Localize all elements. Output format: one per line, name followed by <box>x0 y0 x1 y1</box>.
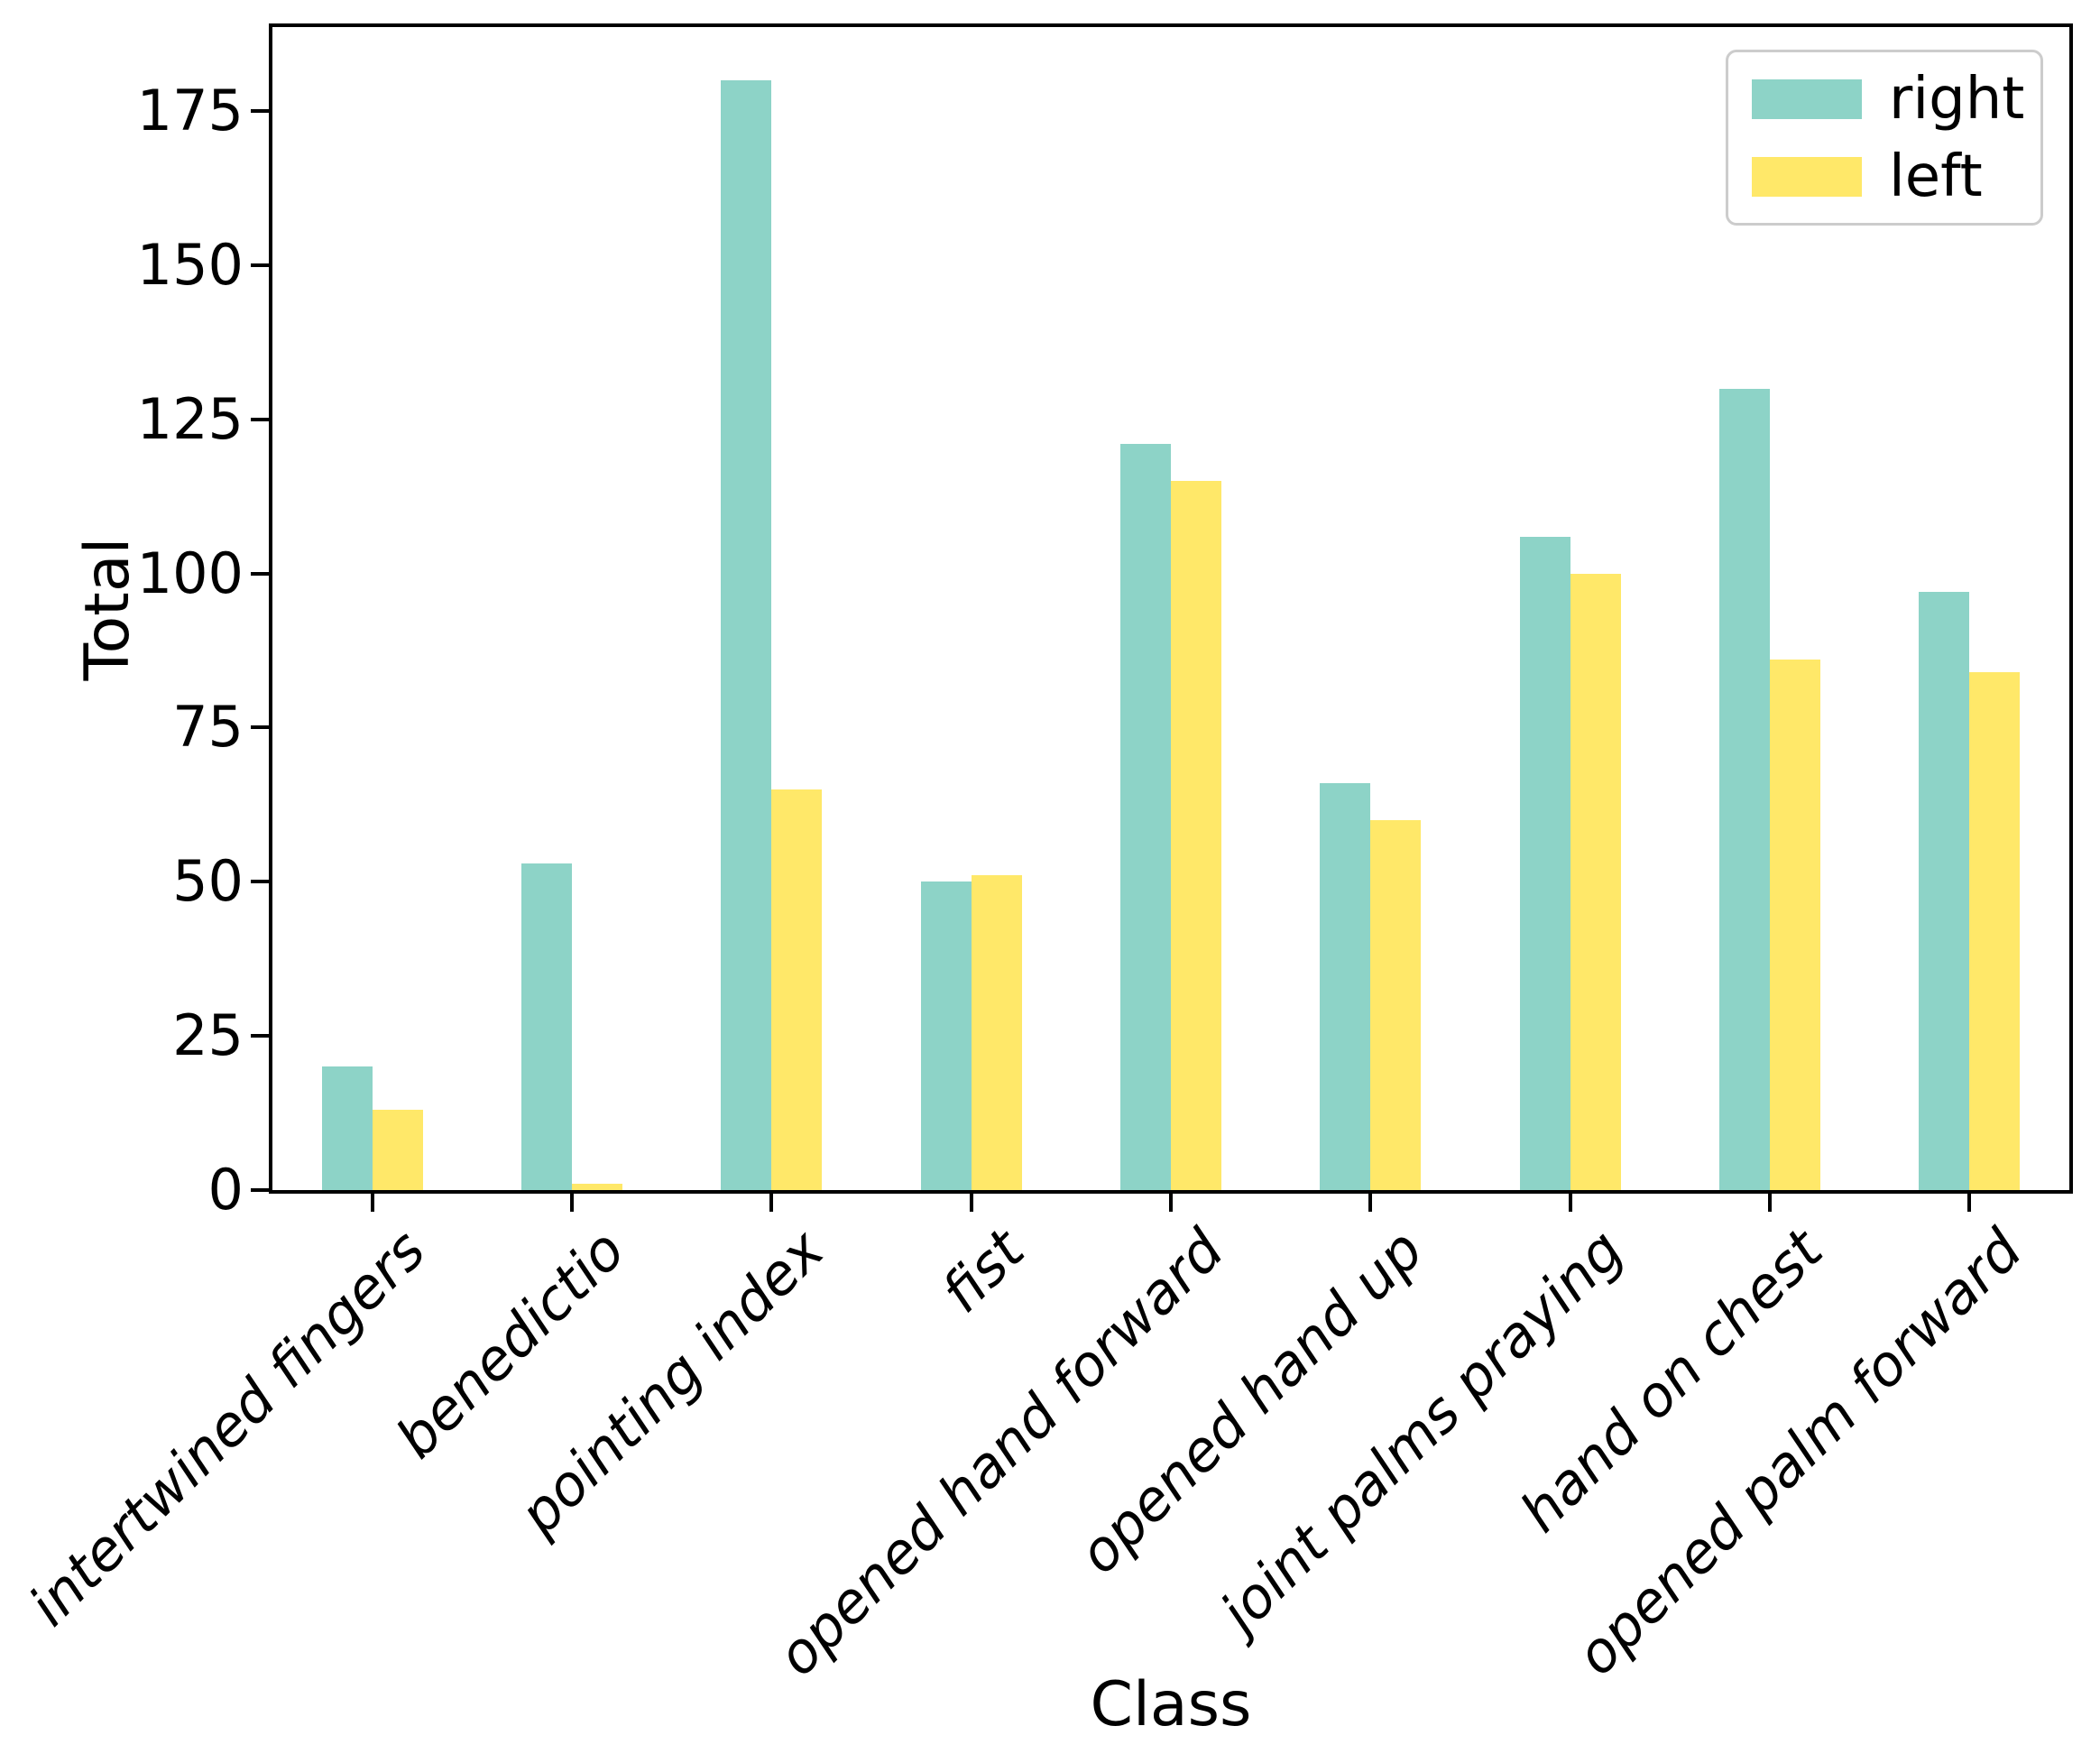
legend-label: right <box>1889 65 2025 133</box>
y-tick-mark <box>251 571 269 576</box>
bar-right <box>321 1066 373 1190</box>
bar-right <box>1120 444 1171 1190</box>
bar-right <box>1519 536 1570 1190</box>
bar-left <box>971 875 1022 1190</box>
y-tick-mark <box>251 108 269 113</box>
legend-swatch-right <box>1752 78 1862 119</box>
bar-left <box>372 1110 423 1190</box>
bar-left <box>1570 573 1621 1190</box>
bar-right <box>721 79 772 1190</box>
bar-left <box>1770 660 1820 1190</box>
y-tick-mark <box>251 417 269 421</box>
x-tick-mark <box>1768 1194 1772 1212</box>
y-tick-label: 125 <box>136 385 244 452</box>
bar-left <box>1171 481 1221 1190</box>
x-tick-mark <box>370 1194 374 1212</box>
y-tick-label: 150 <box>136 231 244 298</box>
x-tick-mark <box>1568 1194 1572 1212</box>
legend-row: left <box>1752 148 2040 206</box>
y-tick-mark <box>251 1188 269 1192</box>
y-tick-label: 175 <box>136 77 244 143</box>
bar-left <box>1969 671 2021 1190</box>
bar-right <box>1719 388 1770 1190</box>
y-tick-mark <box>251 725 269 730</box>
x-tick-mark <box>969 1194 973 1212</box>
y-tick-label: 50 <box>172 848 244 915</box>
bar-left <box>1370 819 1422 1190</box>
bar-right <box>1320 782 1371 1190</box>
y-tick-label: 100 <box>136 540 244 606</box>
x-tick-mark <box>1967 1194 1972 1212</box>
x-axis-title: Class <box>1090 1669 1252 1740</box>
x-tick-mark <box>570 1194 574 1212</box>
x-tick-mark <box>1368 1194 1373 1212</box>
bar-right <box>1919 592 1970 1190</box>
bar-right <box>920 882 972 1190</box>
bar-right <box>521 863 572 1190</box>
y-tick-mark <box>251 1034 269 1038</box>
legend-swatch-left <box>1752 156 1862 197</box>
bar-left <box>572 1184 622 1190</box>
y-tick-label: 25 <box>172 1002 244 1069</box>
y-tick-label: 75 <box>172 694 244 761</box>
x-tick-mark <box>769 1194 774 1212</box>
y-tick-mark <box>251 880 269 884</box>
y-tick-mark <box>251 263 269 267</box>
bar-left <box>771 789 823 1190</box>
legend-label: left <box>1889 143 1983 210</box>
legend: right left <box>1726 50 2043 226</box>
y-tick-label: 0 <box>207 1157 244 1223</box>
x-tick-mark <box>1169 1194 1173 1212</box>
legend-row: right <box>1752 70 2040 128</box>
y-axis-title: Total <box>71 537 143 681</box>
